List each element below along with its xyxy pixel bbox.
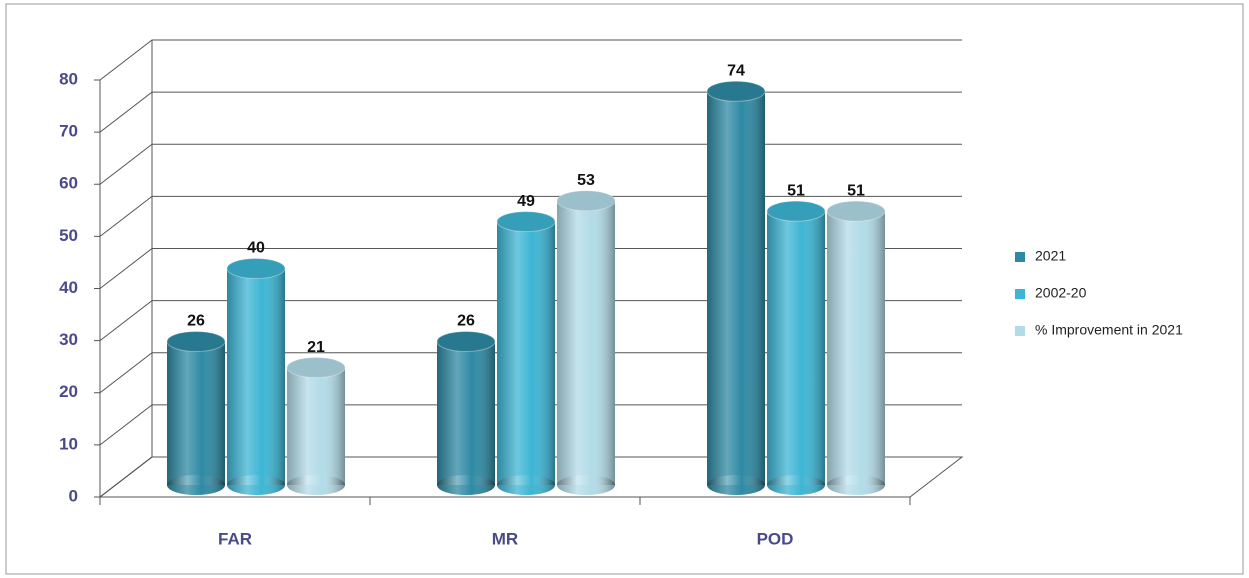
y-tick-label: 60 <box>59 174 78 193</box>
bar-top <box>436 330 496 352</box>
bar-shade <box>827 211 885 485</box>
bar-top-shade <box>707 81 765 102</box>
bar-top <box>496 211 556 233</box>
y-tick-label: 70 <box>59 122 78 141</box>
bar-top <box>226 258 286 279</box>
value-label: 26 <box>457 313 475 330</box>
bar-top-shade <box>557 190 615 211</box>
bar-shade <box>767 211 825 485</box>
bar-shade <box>707 91 765 486</box>
grid-line <box>99 404 962 446</box>
bar-top <box>826 200 886 222</box>
bar-shade <box>557 200 615 486</box>
value-label: 49 <box>517 193 535 210</box>
bar-top <box>766 200 826 222</box>
legend-label: % Improvement in 2021 <box>1035 322 1183 338</box>
bar-shade <box>227 268 285 485</box>
bar-top-shade <box>227 258 285 279</box>
y-tick-label: 40 <box>59 278 78 297</box>
grid-line <box>99 456 962 498</box>
value-label: 53 <box>577 172 595 189</box>
y-tick-label: 80 <box>59 69 78 88</box>
grid-line <box>99 143 962 185</box>
legend-swatch <box>1015 326 1025 336</box>
grid-line <box>99 39 962 81</box>
grid-line <box>99 195 962 237</box>
grid-line <box>99 91 962 133</box>
bar-top <box>286 357 346 379</box>
value-label: 40 <box>247 240 265 257</box>
grid-line <box>99 300 962 342</box>
y-tick-label: 20 <box>59 382 78 401</box>
legend-label: 2002-20 <box>1035 285 1087 301</box>
legend-swatch <box>1015 252 1025 262</box>
bar-shade <box>287 367 345 485</box>
x-tick-label: POD <box>757 529 794 548</box>
value-label: 21 <box>307 339 325 356</box>
grid-line <box>99 248 962 289</box>
legend-label: 2021 <box>1035 248 1066 264</box>
y-tick-label: 10 <box>59 434 78 453</box>
value-label: 51 <box>847 182 865 199</box>
grid-line <box>99 352 962 394</box>
bar-top-shade <box>827 201 885 222</box>
x-tick-label: FAR <box>218 529 252 548</box>
bar-top-shade <box>767 201 825 222</box>
y-tick-label: 0 <box>69 486 78 505</box>
bar-shade <box>437 341 495 485</box>
bar-top-shade <box>167 331 225 352</box>
x-tick-label: MR <box>492 529 518 548</box>
bar-top-shade <box>437 331 495 352</box>
legend-swatch <box>1015 289 1025 299</box>
bar-top-shade <box>497 211 555 232</box>
value-label: 26 <box>187 313 205 330</box>
y-tick-label: 50 <box>59 226 78 245</box>
y-tick-label: 30 <box>59 330 78 349</box>
value-label: 74 <box>727 62 745 79</box>
bar-top-shade <box>287 357 345 378</box>
bar-top <box>556 190 616 212</box>
bar-shade <box>167 341 225 485</box>
value-label: 51 <box>787 182 805 199</box>
bar-top <box>166 330 226 352</box>
bar-shade <box>497 221 555 485</box>
bar-top <box>706 80 766 102</box>
